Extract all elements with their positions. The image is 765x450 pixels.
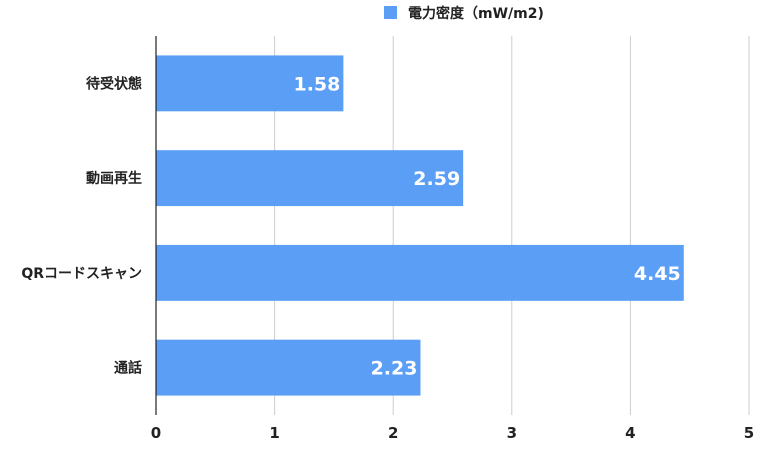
x-tick-labels: 0 1 2 3 4 5 (151, 424, 754, 442)
category-label: 動画再生 (86, 170, 142, 187)
legend-swatch (384, 6, 397, 19)
x-tick-label: 2 (388, 424, 398, 442)
data-label: 1.58 (293, 73, 340, 95)
bar (156, 244, 684, 301)
x-tick-label: 3 (507, 424, 517, 442)
bar (156, 150, 464, 207)
x-tick-label: 5 (744, 424, 754, 442)
bars (156, 55, 684, 396)
category-label: 待受状態 (86, 75, 142, 92)
data-label: 4.45 (634, 263, 681, 285)
category-label: QRコードスキャン (21, 266, 142, 282)
data-label: 2.23 (371, 358, 418, 380)
x-tick-label: 1 (269, 424, 279, 442)
bar (156, 339, 421, 396)
data-label: 2.59 (413, 168, 460, 190)
x-tick-label: 0 (151, 424, 161, 442)
bar (156, 55, 344, 112)
category-label: 通話 (114, 360, 142, 377)
value-labels: 1.58 2.59 4.45 2.23 (293, 73, 680, 379)
legend-label: 電力密度（mW/m2) (408, 5, 544, 22)
legend: 電力密度（mW/m2) (384, 5, 544, 22)
x-tick-label: 4 (625, 424, 635, 442)
